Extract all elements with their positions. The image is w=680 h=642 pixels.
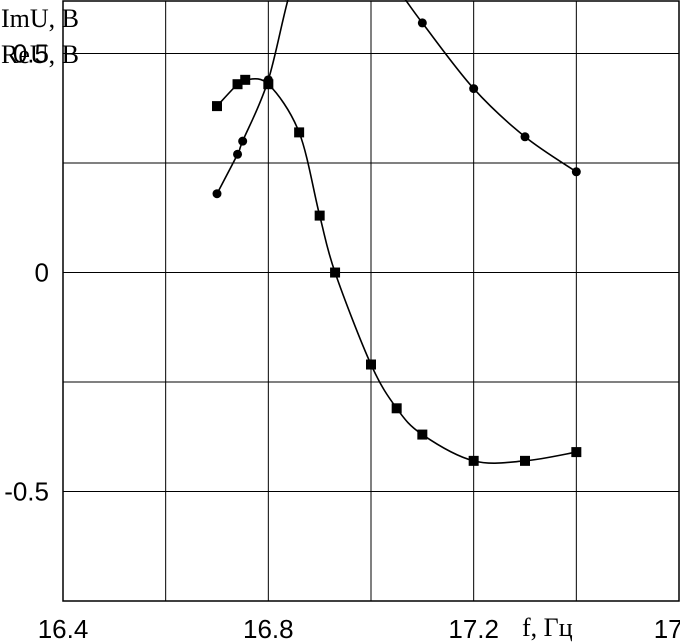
y-tick-label: -0.5 [4, 477, 49, 507]
series-2-point [240, 74, 251, 85]
series-2-point [520, 455, 530, 466]
y-tick-label: 0 [35, 258, 49, 288]
plot-frame [62, 0, 680, 602]
series-2-point [212, 101, 222, 112]
series-2-point [571, 447, 582, 458]
series-2-point [314, 210, 325, 221]
series-2-point [232, 79, 243, 90]
series-1-point [212, 189, 222, 199]
y-axis-label-re: ReU, В [1, 40, 79, 69]
tick-labels: 16.4 16.8 17.2 17.6 0.5 0 -0.5 [4, 39, 680, 642]
series-curves [216, 0, 577, 464]
y-axis-label-im: ImU, В [1, 4, 79, 33]
series-1-point [417, 18, 427, 28]
series-2-point [417, 429, 428, 440]
series-1-point [520, 132, 530, 142]
series-1-point [238, 136, 248, 146]
series-2-point [330, 267, 341, 278]
series-1-line [216, 0, 577, 195]
y-tick-label: 0.5 [13, 39, 49, 69]
series-2-point [468, 455, 479, 466]
series-1-point [469, 84, 479, 94]
x-tick-label: 17.2 [448, 614, 499, 642]
series-1-point [571, 167, 581, 177]
x-tick-label: 16.8 [243, 614, 294, 642]
series-2-point [366, 359, 376, 370]
series-2-point [263, 79, 274, 90]
grid-lines [63, 1, 679, 601]
series-markers [212, 18, 582, 466]
x-tick-label: 17.6 [654, 614, 680, 642]
series-2-point [391, 403, 402, 414]
x-tick-label: 16.4 [38, 614, 89, 642]
series-2-point [294, 127, 305, 138]
x-axis-label: f, Гц [522, 613, 573, 642]
series-1-point [233, 149, 243, 159]
